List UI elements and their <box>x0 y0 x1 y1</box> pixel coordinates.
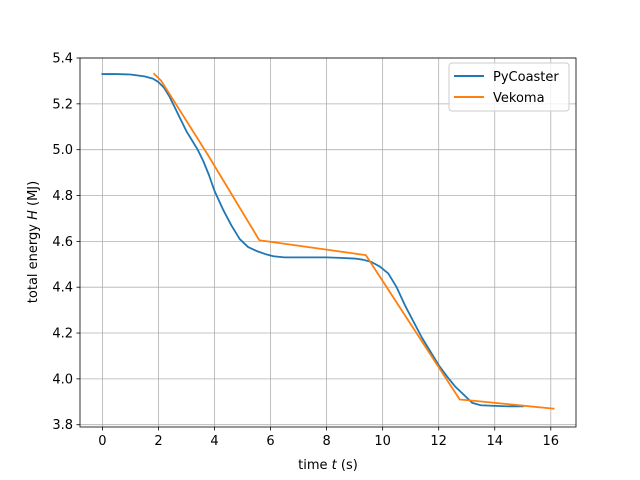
x-tick-label: 14 <box>486 434 503 449</box>
y-tick-label: 4.2 <box>52 327 73 342</box>
y-tick-label: 4.4 <box>52 281 73 296</box>
x-tick-label: 8 <box>322 434 330 449</box>
x-tick-label: 0 <box>98 434 106 449</box>
x-tick-label: 2 <box>154 434 162 449</box>
legend-label-vekoma: Vekoma <box>493 91 545 106</box>
x-axis-label-prefix: time <box>298 458 332 473</box>
x-axis-label: time t (s) <box>298 458 358 473</box>
series-line-pycoaster <box>101 73 524 408</box>
y-tick-label: 4.0 <box>52 372 73 387</box>
y-tick-label: 4.8 <box>52 189 73 204</box>
y-axis-label: total energy H (MJ) <box>26 181 41 303</box>
y-axis-label-prefix: total energy <box>26 220 41 303</box>
y-tick-label: 5.4 <box>52 52 73 67</box>
x-tick-label: 10 <box>374 434 391 449</box>
x-tick-label: 16 <box>543 434 560 449</box>
y-axis-label-variable: H <box>26 210 41 220</box>
plot-frame <box>79 57 577 428</box>
y-tick-label: 3.8 <box>52 418 73 433</box>
x-axis-label-variable: t <box>332 458 338 473</box>
y-tick-label: 5.2 <box>52 97 73 112</box>
x-axis-label-suffix: (s) <box>337 458 358 473</box>
legend: PyCoaster Vekoma <box>448 62 570 112</box>
y-tick-label: 5.0 <box>52 143 73 158</box>
grid <box>80 57 576 427</box>
x-tick-label: 12 <box>430 434 447 449</box>
x-tick-label: 4 <box>210 434 218 449</box>
y-axis-ticks: 3.8 4.0 4.2 4.4 4.6 4.8 5.0 5.2 5.4 <box>52 52 80 433</box>
legend-label-pycoaster: PyCoaster <box>493 70 559 85</box>
series-line-vekoma <box>152 72 555 410</box>
x-axis-ticks: 0 2 4 6 8 10 12 14 16 <box>98 427 559 449</box>
x-tick-label: 6 <box>266 434 274 449</box>
y-tick-label: 4.6 <box>52 235 73 250</box>
y-axis-label-suffix: (MJ) <box>26 181 41 210</box>
series-layer <box>101 72 555 410</box>
